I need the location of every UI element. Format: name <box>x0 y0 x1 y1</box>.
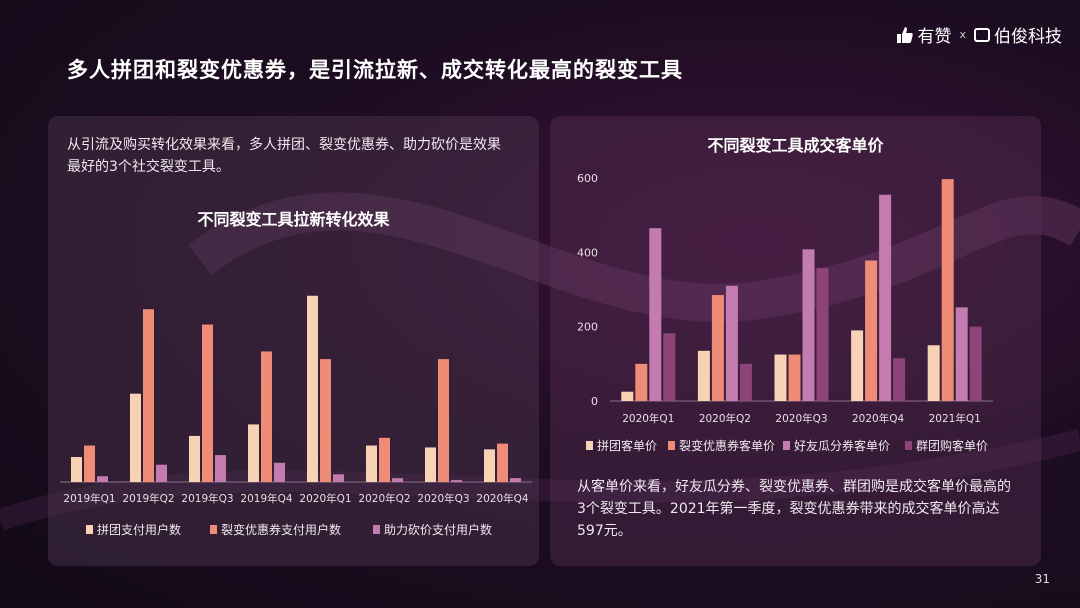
legend-label: 助力砍价支付用户数 <box>384 522 492 537</box>
x-tick-label: 2020年Q2 <box>699 412 751 425</box>
bar <box>215 455 226 482</box>
bar <box>71 457 82 482</box>
bar <box>307 295 318 482</box>
legend-label: 裂变优惠券客单价 <box>679 438 775 453</box>
x-tick-label: 2020年Q2 <box>358 492 410 505</box>
page-title: 多人拼团和裂变优惠券，是引流拉新、成交转化最高的裂变工具 <box>67 58 683 82</box>
thumbs-up-icon <box>897 26 914 43</box>
y-tick-label: 200 <box>577 321 598 334</box>
bar <box>802 249 815 401</box>
bar <box>366 445 377 482</box>
bar <box>927 345 940 401</box>
legend-label: 裂变优惠券支付用户数 <box>221 522 341 537</box>
logo-separator: x <box>959 28 966 41</box>
bar <box>711 295 724 401</box>
x-tick-label: 2020年Q3 <box>417 492 469 505</box>
bar <box>438 359 449 482</box>
bar <box>941 179 954 401</box>
bar <box>697 350 710 401</box>
bar <box>816 267 829 401</box>
bar <box>635 363 648 401</box>
x-tick-label: 2021年Q1 <box>929 412 981 425</box>
legend-label: 拼团客单价 <box>597 438 657 453</box>
x-tick-label: 2020年Q4 <box>476 492 528 505</box>
legend-swatch <box>86 525 93 534</box>
right-chart: 0 200 400 600 2020年Q1 2020年Q2 2020年Q3 2020年Q4 20… <box>577 172 993 453</box>
x-tick-label: 2020年Q1 <box>622 412 674 425</box>
logo-bojun: 伯俊科技 <box>994 27 1062 47</box>
left-description: 从引流及购买转化效果来看，多人拼团、裂变优惠券、助力砍价是效果最好的3个社交裂变… <box>67 137 501 175</box>
page-number: 31 <box>1034 572 1050 586</box>
bar <box>621 391 634 401</box>
bar <box>510 478 521 482</box>
right-chart-title: 不同裂变工具成交客单价 <box>707 136 884 155</box>
bar <box>774 354 787 401</box>
legend-swatch <box>586 441 593 450</box>
bar <box>739 363 752 401</box>
bar <box>725 285 738 401</box>
x-tick-label: 2019年Q1 <box>63 492 115 505</box>
legend-swatch <box>210 525 217 534</box>
bar <box>788 354 801 401</box>
y-tick-label: 600 <box>577 172 598 185</box>
legend-swatch <box>668 441 675 450</box>
bar <box>320 359 331 482</box>
legend-label: 好友瓜分券客单价 <box>794 438 890 453</box>
x-tick-label: 2020年Q4 <box>852 412 904 425</box>
legend-swatch <box>373 525 380 534</box>
bar <box>451 480 462 482</box>
x-tick-label: 2019年Q3 <box>181 492 233 505</box>
legend-label: 拼团支付用户数 <box>97 522 181 537</box>
x-tick-label: 2019年Q4 <box>240 492 292 505</box>
brand-logo: 有赞 x 伯俊科技 <box>896 22 1062 47</box>
legend-swatch <box>783 441 790 450</box>
bar <box>969 326 982 401</box>
left-panel: 从引流及购买转化效果来看，多人拼团、裂变优惠券、助力砍价是效果最好的3个社交裂变… <box>48 116 539 566</box>
bar <box>84 445 95 482</box>
legend-label: 群团购客单价 <box>916 438 988 453</box>
bar <box>893 358 906 401</box>
logo-youzan: 有赞 <box>917 27 952 47</box>
left-chart-title: 不同裂变工具拉新转化效果 <box>197 210 390 229</box>
bar <box>143 309 154 482</box>
bar <box>851 330 864 401</box>
bar <box>248 424 259 482</box>
x-tick-label: 2020年Q1 <box>299 492 351 505</box>
bar <box>202 324 213 482</box>
bar <box>663 333 676 401</box>
bar <box>484 449 495 482</box>
bar <box>261 351 272 482</box>
bar <box>97 476 108 482</box>
bar <box>425 447 436 482</box>
left-chart: 2019年Q1 2019年Q2 2019年Q3 2019年Q4 2020年Q1 2020年… <box>60 295 532 537</box>
y-tick-label: 400 <box>577 246 598 259</box>
bar <box>497 443 508 482</box>
right-panel: 不同裂变工具成交客单价 0 200 400 600 2020年Q1 2020年Q2 2020… <box>550 116 1041 566</box>
bar <box>130 393 141 482</box>
x-tick-label: 2020年Q3 <box>775 412 827 425</box>
bar <box>649 228 662 401</box>
bar <box>955 307 968 401</box>
bar <box>865 260 878 401</box>
legend-swatch <box>905 441 912 450</box>
bar <box>156 464 167 482</box>
y-tick-label: 0 <box>591 395 598 408</box>
bar <box>879 194 892 401</box>
x-tick-label: 2019年Q2 <box>122 492 174 505</box>
bar <box>333 474 344 482</box>
bar <box>274 462 285 482</box>
bojun-logo-icon <box>974 27 990 42</box>
bar <box>392 478 403 482</box>
bar <box>379 437 390 482</box>
right-description: 从客单价来看，好友瓜分券、裂变优惠券、群团购是成交客单价最高的3个裂变工具。20… <box>577 479 1011 539</box>
bar <box>189 435 200 482</box>
